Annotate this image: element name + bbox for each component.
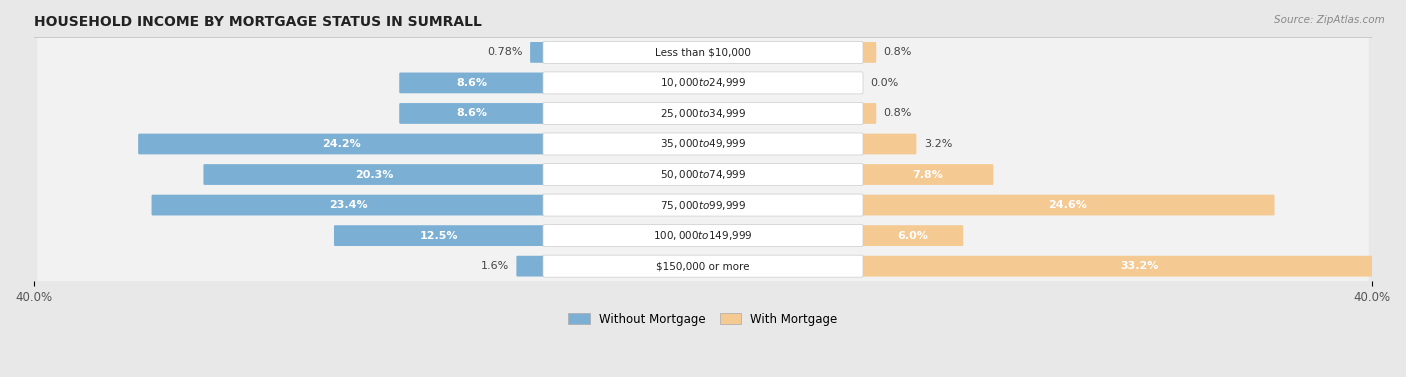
FancyBboxPatch shape xyxy=(37,188,1369,222)
Text: $35,000 to $49,999: $35,000 to $49,999 xyxy=(659,138,747,150)
Text: $25,000 to $34,999: $25,000 to $34,999 xyxy=(659,107,747,120)
Text: 8.6%: 8.6% xyxy=(457,78,488,88)
Text: $100,000 to $149,999: $100,000 to $149,999 xyxy=(654,229,752,242)
Text: $10,000 to $24,999: $10,000 to $24,999 xyxy=(659,77,747,89)
Text: $75,000 to $99,999: $75,000 to $99,999 xyxy=(659,199,747,211)
Text: 24.6%: 24.6% xyxy=(1049,200,1087,210)
Text: 12.5%: 12.5% xyxy=(420,231,458,241)
FancyBboxPatch shape xyxy=(399,72,546,93)
FancyBboxPatch shape xyxy=(860,72,863,93)
Text: 8.6%: 8.6% xyxy=(457,109,488,118)
Text: 7.8%: 7.8% xyxy=(912,170,942,179)
Text: Less than $10,000: Less than $10,000 xyxy=(655,48,751,57)
FancyBboxPatch shape xyxy=(860,133,917,154)
Text: 20.3%: 20.3% xyxy=(354,170,394,179)
FancyBboxPatch shape xyxy=(37,250,1369,283)
Text: 24.2%: 24.2% xyxy=(322,139,361,149)
FancyBboxPatch shape xyxy=(543,164,863,185)
FancyBboxPatch shape xyxy=(138,133,546,154)
FancyBboxPatch shape xyxy=(152,195,546,216)
Text: $50,000 to $74,999: $50,000 to $74,999 xyxy=(659,168,747,181)
Text: 0.8%: 0.8% xyxy=(884,48,912,57)
FancyBboxPatch shape xyxy=(860,103,876,124)
FancyBboxPatch shape xyxy=(543,225,863,247)
FancyBboxPatch shape xyxy=(399,103,546,124)
Text: Source: ZipAtlas.com: Source: ZipAtlas.com xyxy=(1274,15,1385,25)
FancyBboxPatch shape xyxy=(543,255,863,277)
Text: 23.4%: 23.4% xyxy=(329,200,367,210)
FancyBboxPatch shape xyxy=(860,195,1274,216)
FancyBboxPatch shape xyxy=(204,164,546,185)
Text: 1.6%: 1.6% xyxy=(481,261,509,271)
Text: HOUSEHOLD INCOME BY MORTGAGE STATUS IN SUMRALL: HOUSEHOLD INCOME BY MORTGAGE STATUS IN S… xyxy=(34,15,481,29)
FancyBboxPatch shape xyxy=(543,194,863,216)
FancyBboxPatch shape xyxy=(516,256,546,277)
FancyBboxPatch shape xyxy=(37,97,1369,130)
FancyBboxPatch shape xyxy=(37,219,1369,252)
Legend: Without Mortgage, With Mortgage: Without Mortgage, With Mortgage xyxy=(565,309,841,329)
Text: 0.0%: 0.0% xyxy=(870,78,898,88)
FancyBboxPatch shape xyxy=(860,42,876,63)
FancyBboxPatch shape xyxy=(37,158,1369,191)
FancyBboxPatch shape xyxy=(37,127,1369,161)
FancyBboxPatch shape xyxy=(543,103,863,124)
FancyBboxPatch shape xyxy=(860,256,1406,277)
FancyBboxPatch shape xyxy=(543,72,863,94)
FancyBboxPatch shape xyxy=(860,225,963,246)
FancyBboxPatch shape xyxy=(37,36,1369,69)
Text: $150,000 or more: $150,000 or more xyxy=(657,261,749,271)
Text: 3.2%: 3.2% xyxy=(924,139,952,149)
FancyBboxPatch shape xyxy=(860,164,994,185)
FancyBboxPatch shape xyxy=(543,133,863,155)
FancyBboxPatch shape xyxy=(335,225,546,246)
FancyBboxPatch shape xyxy=(37,66,1369,100)
FancyBboxPatch shape xyxy=(543,41,863,63)
FancyBboxPatch shape xyxy=(530,42,546,63)
Text: 0.78%: 0.78% xyxy=(486,48,523,57)
Text: 0.8%: 0.8% xyxy=(884,109,912,118)
Text: 6.0%: 6.0% xyxy=(897,231,928,241)
Text: 33.2%: 33.2% xyxy=(1121,261,1159,271)
